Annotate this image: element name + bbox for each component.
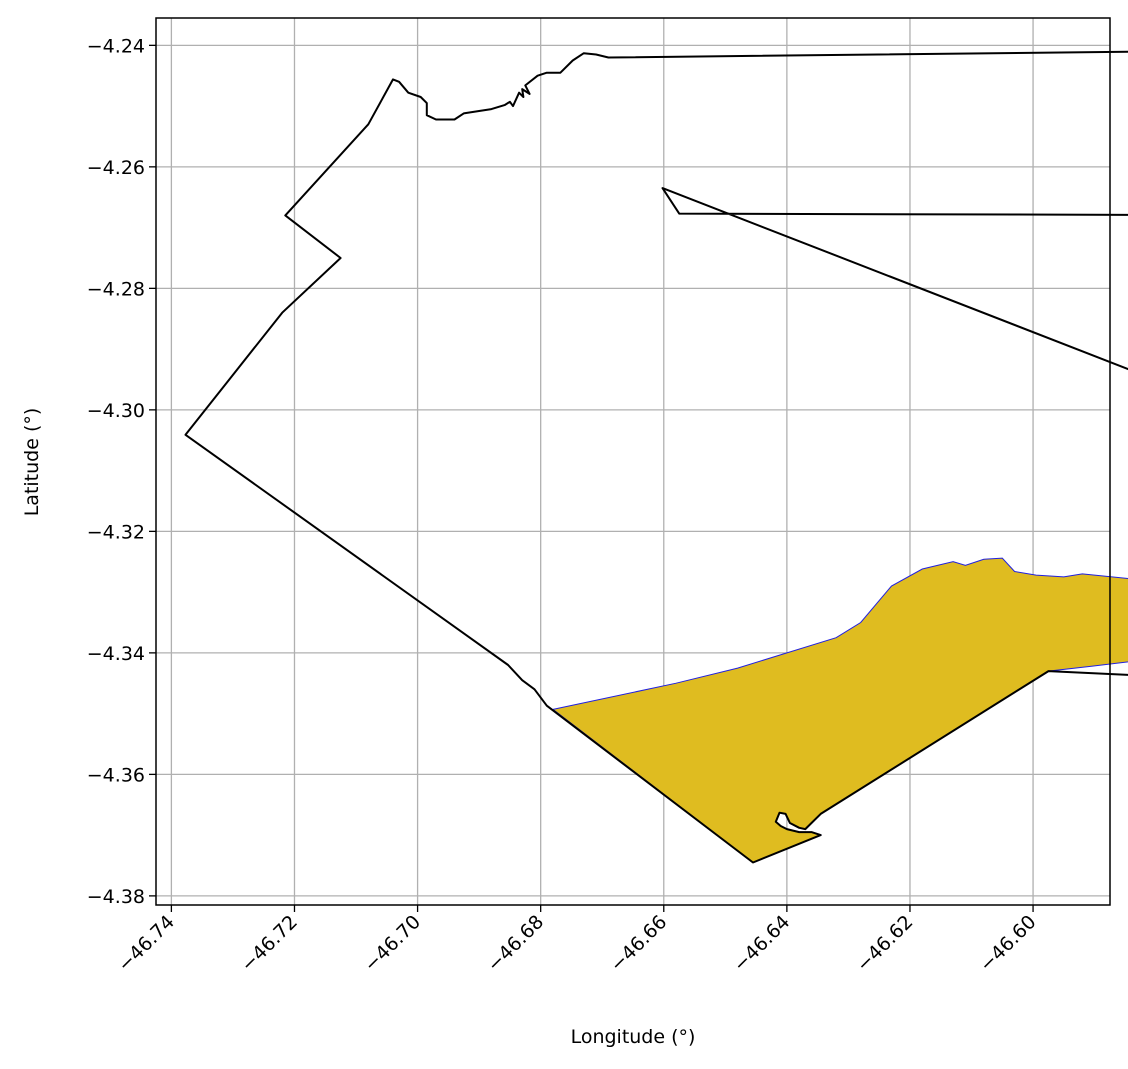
y-axis-label: Latitude (°) xyxy=(21,408,43,517)
y-tick-label: −4.30 xyxy=(87,400,145,422)
y-tick-label: −4.32 xyxy=(87,521,145,543)
plot-frame xyxy=(155,17,1111,906)
municipality-boundary xyxy=(184,50,1128,864)
x-axis-label: Longitude (°) xyxy=(571,1026,696,1048)
y-tick-label: −4.34 xyxy=(87,643,145,665)
y-axis-ticks: −4.24 −4.26 −4.28 −4.30 −4.32 −4.34 −4.36 −4.38 xyxy=(87,35,156,908)
y-tick-label: −4.28 xyxy=(87,278,145,300)
y-tick-label: −4.24 xyxy=(87,35,145,57)
y-tick-label: −4.38 xyxy=(87,886,145,908)
y-tick-label: −4.36 xyxy=(87,764,145,786)
y-tick-label: −4.26 xyxy=(87,157,145,179)
